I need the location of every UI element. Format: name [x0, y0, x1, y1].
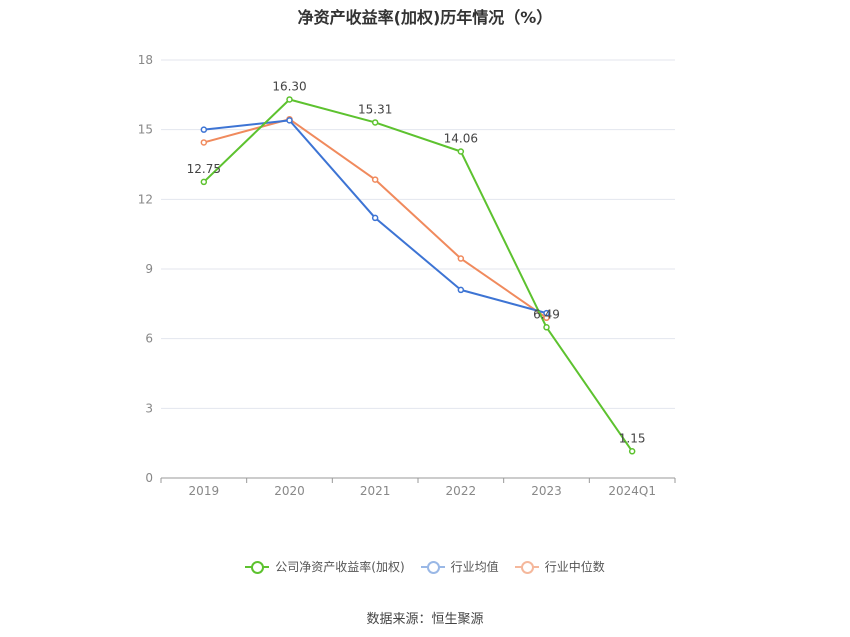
- y-tick-label: 6: [145, 332, 153, 346]
- data-point: [543, 324, 550, 331]
- y-tick-label: 12: [138, 192, 153, 206]
- x-tick-label: 2022: [446, 484, 477, 498]
- axes: 0 3 6 9 12 15 18 2019 2020 2021 2022 2023 2024Q1: [138, 53, 676, 498]
- data-label: 14.06: [444, 131, 478, 145]
- data-point: [628, 448, 636, 455]
- data-point: [286, 117, 293, 124]
- y-tick-label: 15: [138, 123, 153, 137]
- data-point: [200, 178, 208, 186]
- legend-label: 公司净资产收益率(加权): [275, 560, 405, 574]
- data-point: [200, 139, 208, 146]
- x-tick-label: 2023: [531, 484, 562, 498]
- legend-item-industry-mean[interactable]: 行业均值: [420, 558, 499, 575]
- data-point: [286, 96, 293, 103]
- data-label: 1.15: [619, 431, 646, 445]
- legend-label: 行业均值: [450, 560, 499, 574]
- legend-marker-icon: [514, 560, 539, 574]
- data-point: [457, 286, 465, 294]
- grid-lines: [161, 59, 675, 409]
- y-tick-label: 0: [145, 471, 153, 485]
- series-line: [203, 98, 633, 452]
- legend-marker-icon: [420, 560, 445, 574]
- legend-item-company[interactable]: 公司净资产收益率(加权): [245, 558, 405, 575]
- data-point: [371, 214, 379, 222]
- data-label: 16.30: [272, 79, 306, 93]
- x-tick-label: 2020: [274, 484, 305, 498]
- chart-title: 净资产收益率(加权)历年情况（%）: [297, 8, 553, 27]
- data-point: [200, 126, 208, 133]
- legend-marker-icon: [245, 560, 270, 574]
- data-point: [457, 255, 465, 262]
- y-tick-label: 3: [145, 401, 153, 415]
- data-label: 6.49: [533, 307, 560, 321]
- x-tick-label: 2019: [189, 484, 220, 498]
- data-label: 12.75: [187, 162, 221, 176]
- y-tick-label: 9: [145, 262, 153, 276]
- data-label: 15.31: [358, 102, 392, 116]
- data-point: [457, 148, 465, 155]
- legend: 公司净资产收益率(加权) 行业均值 行业中位数: [0, 558, 850, 575]
- x-tick-label: 2024Q1: [608, 484, 656, 498]
- data-point: [543, 309, 550, 317]
- source-note: 数据来源：恒生聚源: [366, 612, 484, 627]
- x-tick-label: 2021: [360, 484, 391, 498]
- data-labels: 12.75 16.30 15.31 14.06 6.49 1.15: [187, 79, 646, 445]
- data-point: [371, 119, 379, 126]
- data-point: [371, 176, 379, 183]
- legend-label: 行业中位数: [544, 560, 605, 574]
- series-lines: [200, 96, 636, 455]
- y-tick-label: 18: [138, 53, 153, 67]
- legend-item-industry-median[interactable]: 行业中位数: [514, 558, 605, 575]
